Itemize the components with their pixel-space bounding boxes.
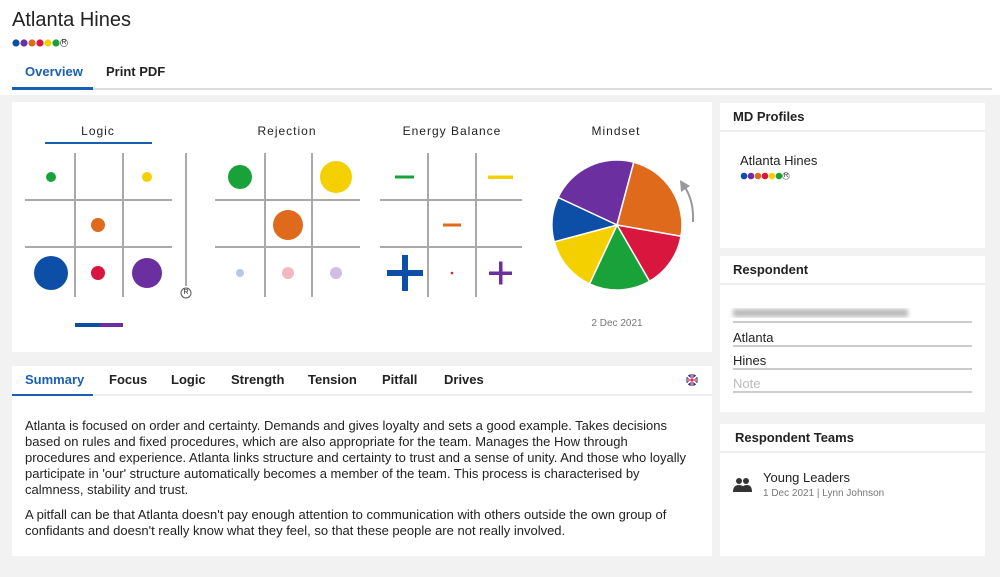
- badge: R: [61, 39, 67, 46]
- note-field[interactable]: Note: [733, 376, 761, 391]
- badge-circle: [180, 287, 192, 299]
- blurred-email: [733, 309, 908, 317]
- profile-dots: [12, 39, 69, 48]
- chart-title: Rejection: [257, 124, 317, 138]
- field-value[interactable]: Hines: [733, 353, 767, 368]
- subtab[interactable]: Logic: [171, 372, 206, 387]
- team-icon: [733, 478, 752, 492]
- section-title: MD Profiles: [733, 109, 805, 124]
- chart-title[interactable]: Logic: [81, 124, 115, 138]
- rejection-marks: [228, 161, 352, 279]
- badge: R: [183, 289, 189, 296]
- md-dots: [740, 172, 790, 180]
- profile-name[interactable]: Atlanta Hines: [740, 153, 818, 168]
- subtab[interactable]: Strength: [231, 372, 285, 387]
- tab[interactable]: Print PDF: [106, 64, 166, 79]
- arrow-head: [680, 180, 690, 192]
- summary-paragraph: A pitfall can be that Atlanta doesn't pa…: [25, 507, 667, 538]
- sidebar-lines: [720, 130, 985, 453]
- energy-marks: [387, 175, 513, 291]
- team-meta: 1 Dec 2021 | Lynn Johnson: [763, 488, 885, 499]
- chart-date: 2 Dec 2021: [591, 318, 643, 329]
- summary-panel: [12, 366, 712, 556]
- logic-marks: [34, 172, 162, 327]
- chart-title: Energy Balance: [402, 124, 502, 138]
- section-title: Respondent: [733, 262, 809, 277]
- subtab[interactable]: Focus: [109, 372, 148, 387]
- mindset-pie: [551, 159, 683, 291]
- grids: [25, 153, 522, 297]
- field-lines: [733, 321, 972, 393]
- teams-panel: [720, 424, 985, 556]
- badge: R: [783, 173, 789, 179]
- field-value[interactable]: Atlanta: [733, 330, 774, 345]
- section-title: Respondent Teams: [735, 430, 854, 445]
- subtab[interactable]: Drives: [444, 372, 484, 387]
- page-title: Atlanta Hines: [12, 9, 131, 31]
- tab[interactable]: Overview: [25, 64, 83, 79]
- subtab[interactable]: Tension: [308, 372, 357, 387]
- flag-icon: [686, 374, 698, 386]
- respondent-panel: [720, 256, 985, 412]
- summary-paragraph: Atlanta is focused on order and certaint…: [25, 418, 686, 497]
- subtab[interactable]: Summary: [25, 372, 85, 387]
- header-bg: [0, 0, 1000, 95]
- chart-title: Mindset: [591, 124, 641, 138]
- subtab[interactable]: Pitfall: [382, 372, 418, 387]
- team-name[interactable]: Young Leaders: [763, 470, 850, 485]
